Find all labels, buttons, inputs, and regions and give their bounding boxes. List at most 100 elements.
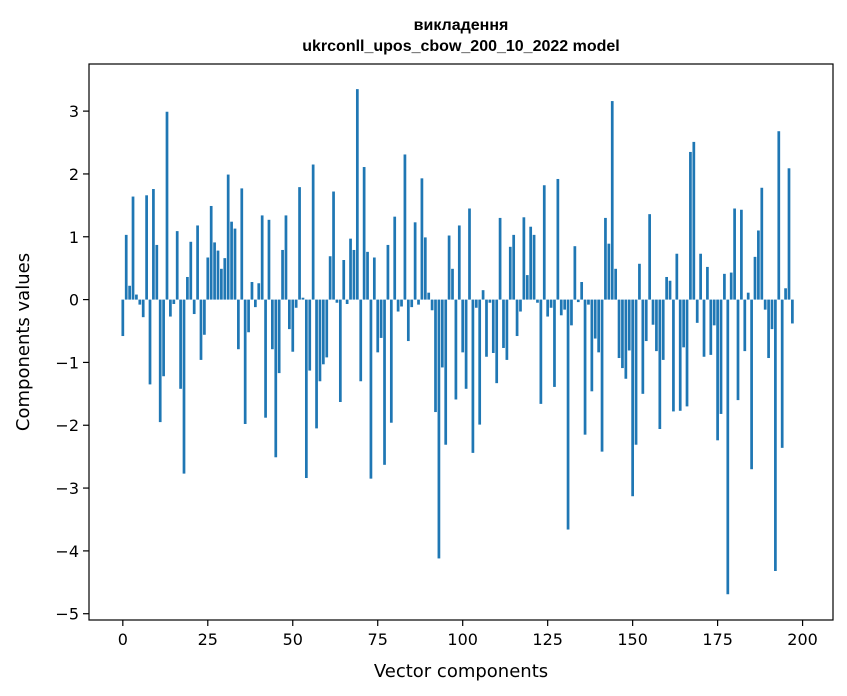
bar (716, 299, 719, 441)
bar (338, 299, 342, 402)
bar (515, 299, 519, 337)
bar (631, 299, 634, 497)
bar (791, 299, 794, 324)
bar (304, 299, 308, 479)
bar (556, 178, 560, 300)
bar (464, 299, 468, 389)
bar (491, 299, 495, 353)
bar (135, 294, 138, 300)
x-tick-label: 100 (447, 630, 478, 649)
bar (155, 244, 159, 300)
x-axis-label: Vector components (374, 661, 548, 682)
y-tick-label: 1 (69, 228, 79, 247)
bar (474, 299, 478, 308)
bar (573, 246, 577, 300)
bar (604, 217, 607, 300)
bar (437, 299, 441, 559)
bar (641, 299, 645, 394)
bar (172, 299, 176, 304)
bar (400, 299, 403, 307)
bar (746, 292, 750, 300)
y-tick-label: −1 (55, 353, 79, 372)
bar (661, 299, 665, 360)
bar (243, 299, 247, 424)
bar (226, 174, 230, 300)
bar (267, 219, 271, 300)
bar (770, 299, 774, 330)
bar (457, 225, 461, 300)
bar (220, 268, 223, 300)
bar (175, 231, 179, 300)
bar (695, 299, 699, 323)
bar (471, 299, 475, 453)
bar (277, 299, 281, 374)
bar (706, 266, 709, 300)
bar (692, 141, 696, 300)
x-tick-label: 150 (617, 630, 648, 649)
bar (386, 244, 390, 300)
bar (512, 234, 516, 300)
bar (141, 299, 145, 318)
bar (328, 256, 332, 300)
bar (675, 253, 679, 300)
bar (417, 299, 420, 305)
bar (342, 260, 346, 300)
bar (689, 151, 692, 300)
bar (549, 299, 553, 308)
bar (179, 299, 182, 389)
bar (750, 299, 753, 470)
bar (169, 299, 172, 317)
bar (719, 299, 723, 414)
bar (237, 299, 240, 350)
y-tick-label: 0 (69, 291, 79, 310)
bar (158, 299, 162, 423)
bar (583, 299, 587, 435)
bar (607, 243, 611, 300)
bar (478, 299, 482, 425)
bar (366, 251, 369, 300)
bar (301, 297, 305, 300)
bar (488, 299, 492, 303)
x-tick-label: 125 (532, 630, 563, 649)
bar (440, 299, 444, 368)
bar (665, 276, 668, 300)
bar (192, 299, 196, 315)
bar (559, 299, 563, 316)
bar (563, 299, 567, 310)
bar (634, 299, 638, 445)
y-tick-label: 3 (69, 102, 79, 121)
bar (505, 299, 509, 360)
bar (624, 299, 628, 379)
bar (651, 299, 655, 325)
bar (529, 226, 533, 300)
bar (593, 299, 597, 339)
bar (359, 299, 363, 382)
bar (349, 238, 352, 300)
bar (502, 299, 505, 348)
bar (406, 299, 410, 342)
bar (729, 272, 733, 300)
bar (655, 299, 658, 352)
bar (532, 234, 536, 300)
bar (590, 299, 594, 392)
bar (682, 299, 685, 348)
bar (376, 299, 380, 353)
bar (389, 299, 393, 423)
bar (576, 299, 580, 303)
bar (709, 299, 713, 355)
bar (638, 263, 641, 300)
y-axis-label: Components values (13, 253, 34, 431)
bar (787, 168, 791, 300)
bar (332, 191, 335, 300)
bar (685, 299, 689, 407)
bar (743, 299, 747, 352)
bar (148, 299, 152, 385)
bar (298, 187, 301, 300)
x-tick-label: 75 (368, 630, 388, 649)
bar (345, 299, 349, 304)
bar (423, 237, 427, 300)
bar (203, 299, 206, 335)
y-axis-ticks: −5 −4 −3 −2 −1 0 1 2 3 (55, 102, 89, 624)
bar (264, 299, 267, 418)
